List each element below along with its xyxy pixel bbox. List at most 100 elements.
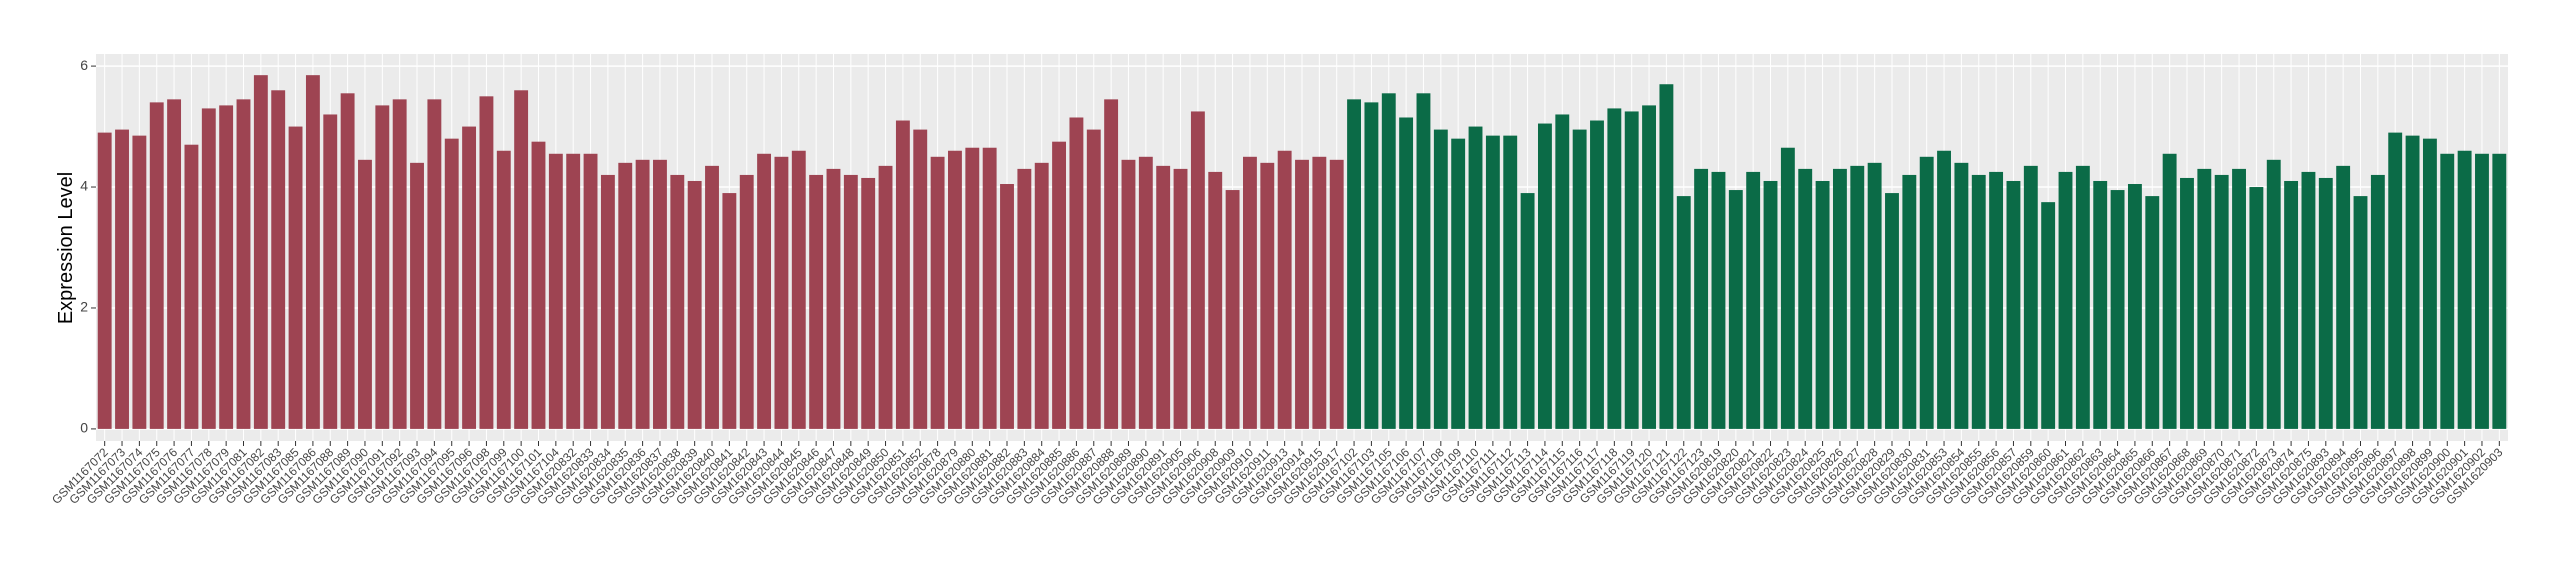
bar	[1017, 168, 1032, 429]
bar	[1520, 193, 1535, 429]
bar	[2249, 187, 2264, 429]
y-axis-label: Expression Level	[55, 172, 77, 324]
bar	[1902, 174, 1917, 429]
bar	[1555, 114, 1570, 429]
bar	[271, 90, 286, 429]
bar	[2284, 180, 2299, 429]
bar	[2422, 138, 2437, 429]
bar	[1850, 165, 1865, 429]
bar	[253, 75, 268, 429]
bar	[340, 93, 355, 429]
bar	[1069, 117, 1084, 429]
bar	[774, 156, 789, 429]
bar	[791, 150, 806, 429]
bar	[219, 105, 234, 429]
bar	[2214, 174, 2229, 429]
bar	[1052, 141, 1067, 429]
bar	[115, 129, 129, 429]
bar	[2370, 174, 2385, 429]
bar	[1000, 184, 1014, 429]
bar	[1329, 159, 1344, 429]
bar	[2475, 153, 2489, 429]
bar	[2180, 177, 2194, 429]
y-tick-label: 6	[80, 57, 88, 73]
bar	[2232, 168, 2246, 429]
bar	[1225, 190, 1240, 429]
bar	[1503, 135, 1518, 429]
bar	[184, 144, 199, 429]
bar	[2058, 171, 2073, 429]
bar	[1208, 171, 1223, 429]
bar	[1468, 126, 1483, 429]
bar	[236, 99, 251, 429]
bar	[1433, 129, 1448, 429]
bar	[1711, 171, 1726, 429]
bar	[1156, 165, 1171, 429]
bar	[2041, 202, 2056, 429]
bar	[2006, 180, 2021, 429]
bar	[2440, 153, 2455, 429]
bar	[566, 153, 581, 429]
bar	[1798, 168, 1813, 429]
bar	[1243, 156, 1257, 429]
bar	[2457, 150, 2472, 429]
bar	[2301, 171, 2316, 429]
bar	[843, 174, 858, 429]
bar	[2075, 165, 2090, 429]
y-tick-label: 0	[80, 420, 88, 436]
bar	[1173, 168, 1188, 429]
bar	[1642, 105, 1656, 429]
bar	[809, 174, 824, 429]
bar	[1451, 138, 1466, 429]
bar	[1537, 123, 1552, 429]
bar	[427, 99, 442, 429]
bar	[1728, 190, 1743, 429]
bar	[722, 193, 737, 429]
bar	[1260, 162, 1275, 429]
bar	[375, 105, 390, 429]
bar	[514, 90, 529, 429]
bar	[1780, 147, 1795, 429]
bar	[2093, 180, 2108, 429]
bar	[1399, 117, 1414, 429]
bar	[618, 162, 633, 429]
bar	[496, 150, 511, 429]
bar	[1746, 171, 1761, 429]
bar	[653, 159, 667, 429]
bar	[2353, 196, 2368, 429]
bar	[1937, 150, 1951, 429]
bar	[670, 174, 685, 429]
bar	[1312, 156, 1327, 429]
bar	[462, 126, 477, 429]
bar	[132, 135, 147, 429]
bar	[1572, 129, 1587, 429]
bar	[826, 168, 841, 429]
bar	[2388, 132, 2403, 429]
bar	[1364, 102, 1379, 429]
bar	[1138, 156, 1153, 429]
bar	[2110, 190, 2125, 429]
bar	[548, 153, 563, 429]
bar	[1919, 156, 1934, 429]
bar	[982, 147, 997, 429]
bar	[1590, 120, 1604, 429]
bar	[1086, 129, 1101, 429]
bar	[757, 153, 772, 429]
bar	[201, 108, 216, 429]
bar	[1121, 159, 1136, 429]
bar	[1815, 180, 1830, 429]
bar	[635, 159, 650, 429]
bar	[1277, 150, 1292, 429]
bar	[479, 96, 494, 429]
bar	[2162, 153, 2177, 429]
bar	[687, 180, 702, 429]
y-tick-label: 2	[80, 299, 88, 315]
bar	[583, 153, 598, 429]
bar	[930, 156, 945, 429]
bar	[2023, 165, 2038, 429]
bar	[1867, 162, 1882, 429]
bar	[1295, 159, 1309, 429]
bar	[895, 120, 910, 429]
bar	[1624, 111, 1639, 429]
